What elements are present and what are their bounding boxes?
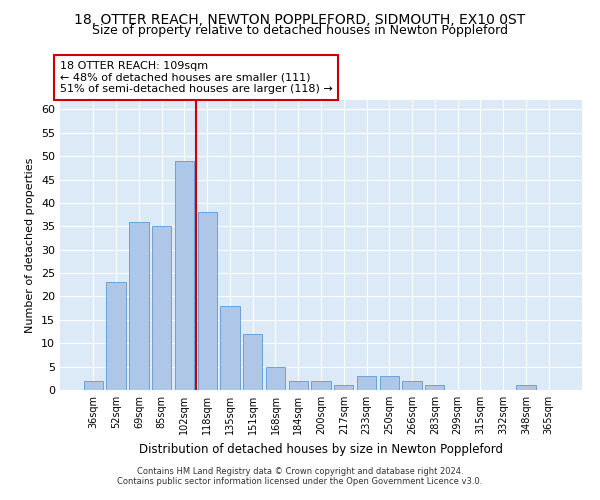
Text: Size of property relative to detached houses in Newton Poppleford: Size of property relative to detached ho… — [92, 24, 508, 37]
Bar — [516, 386, 536, 390]
Bar — [106, 282, 126, 390]
Bar — [266, 366, 285, 390]
Text: Contains HM Land Registry data © Crown copyright and database right 2024.: Contains HM Land Registry data © Crown c… — [137, 467, 463, 476]
Text: 18 OTTER REACH: 109sqm
← 48% of detached houses are smaller (111)
51% of semi-de: 18 OTTER REACH: 109sqm ← 48% of detached… — [60, 61, 333, 94]
Bar — [311, 380, 331, 390]
Bar — [425, 386, 445, 390]
Bar — [152, 226, 172, 390]
X-axis label: Distribution of detached houses by size in Newton Poppleford: Distribution of detached houses by size … — [139, 442, 503, 456]
Bar — [220, 306, 239, 390]
Bar — [84, 380, 103, 390]
Bar — [197, 212, 217, 390]
Bar — [403, 380, 422, 390]
Bar — [243, 334, 262, 390]
Bar — [357, 376, 376, 390]
Bar — [289, 380, 308, 390]
Bar — [175, 161, 194, 390]
Bar — [129, 222, 149, 390]
Bar — [380, 376, 399, 390]
Bar — [334, 386, 353, 390]
Text: 18, OTTER REACH, NEWTON POPPLEFORD, SIDMOUTH, EX10 0ST: 18, OTTER REACH, NEWTON POPPLEFORD, SIDM… — [74, 12, 526, 26]
Text: Contains public sector information licensed under the Open Government Licence v3: Contains public sector information licen… — [118, 477, 482, 486]
Y-axis label: Number of detached properties: Number of detached properties — [25, 158, 35, 332]
